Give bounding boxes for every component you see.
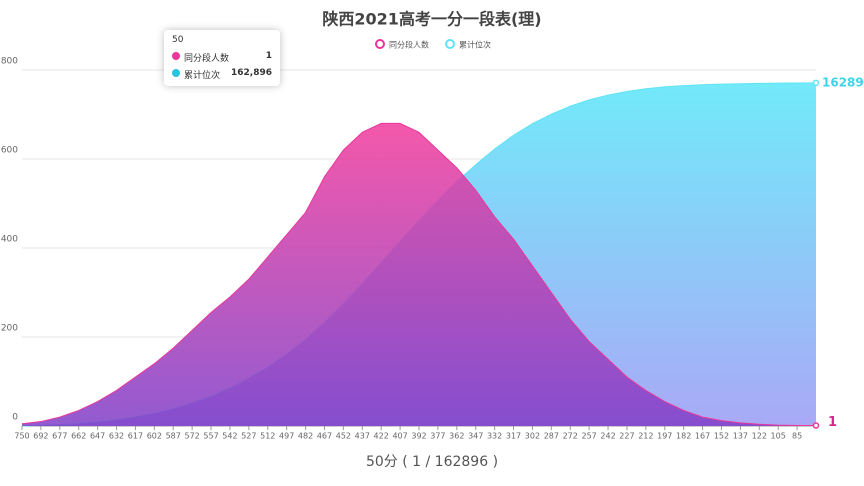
y-tick-label: 200: [1, 324, 18, 334]
x-tick-label: 750: [14, 432, 29, 441]
end-point: [812, 422, 820, 429]
x-tick-label: 452: [336, 432, 351, 441]
area-fill: [22, 123, 816, 427]
x-tick-label: 437: [355, 432, 370, 441]
x-tick-label: 617: [128, 432, 143, 441]
chart-title: 陕西2021高考一分一段表(理): [322, 10, 541, 29]
x-tick-label: 272: [563, 432, 578, 441]
x-tick-label: 122: [752, 432, 767, 441]
x-tick-label: 422: [374, 432, 389, 441]
x-tick-label: 527: [241, 432, 256, 441]
x-tick-label: 677: [52, 432, 67, 441]
x-tick-label: 497: [279, 432, 294, 441]
x-tick-label: 557: [203, 432, 218, 441]
end-label: 1: [828, 415, 837, 430]
x-tick-label: 362: [449, 432, 464, 441]
tooltip-title: 50: [172, 35, 184, 45]
x-tick-label: 692: [33, 432, 48, 441]
x-tick-label: 482: [298, 432, 313, 441]
x-tick-label: 347: [468, 432, 483, 441]
x-tick-label: 152: [714, 432, 729, 441]
x-tick-label: 407: [392, 432, 407, 441]
x-tick-label: 602: [147, 432, 162, 441]
y-tick-label: 800: [1, 57, 18, 67]
x-tick-label: 167: [695, 432, 710, 441]
legend-label: 同分段人数: [389, 40, 429, 50]
x-tick-label: 512: [260, 432, 275, 441]
tooltip: 50 同分段人数 1 累计位次 162,896: [164, 30, 280, 86]
x-tick-label: 105: [771, 432, 786, 441]
x-tick-label: 662: [71, 432, 86, 441]
x-tick-label: 242: [600, 432, 615, 441]
tooltip-value: 162,896: [231, 68, 272, 78]
legend-label: 累计位次: [459, 40, 491, 50]
end-label: 162896: [822, 75, 864, 89]
x-tick-label: 317: [506, 432, 521, 441]
tooltip-value: 1: [265, 51, 272, 61]
tooltip-dot: [172, 69, 180, 77]
x-tick-label: 257: [582, 432, 597, 441]
y-tick-label: 400: [1, 235, 18, 245]
x-tick-label: 197: [657, 432, 672, 441]
x-tick-label: 392: [411, 432, 426, 441]
legend-marker: [445, 39, 455, 49]
footer: 50分 ( 1 / 162896 ): [366, 454, 498, 470]
x-tick-label: 137: [733, 432, 748, 441]
x-tick-label: 227: [619, 432, 634, 441]
x-tick-label: 632: [109, 432, 124, 441]
y-tick-label: 0: [12, 413, 18, 423]
x-tick-label: 572: [185, 432, 200, 441]
x-tick-label: 212: [638, 432, 653, 441]
x-tick-label: 542: [222, 432, 237, 441]
x-tick-label: 647: [90, 432, 105, 441]
x-tick-label: 287: [544, 432, 559, 441]
x-tick-label: 332: [487, 432, 502, 441]
x-tick-label: 587: [166, 432, 181, 441]
x-tick-label: 85: [792, 432, 802, 441]
x-tick-label: 302: [525, 432, 540, 441]
series-line: [21, 122, 816, 427]
tooltip-name: 累计位次: [184, 71, 221, 81]
legend-marker: [375, 39, 385, 49]
x-tick-label: 467: [317, 432, 332, 441]
x-tick-label: 182: [676, 432, 691, 441]
y-tick-label: 600: [1, 146, 18, 156]
tooltip-name: 同分段人数: [184, 54, 230, 64]
end-point: [812, 79, 820, 87]
x-tick-label: 377: [430, 432, 445, 441]
tooltip-dot: [172, 52, 180, 60]
